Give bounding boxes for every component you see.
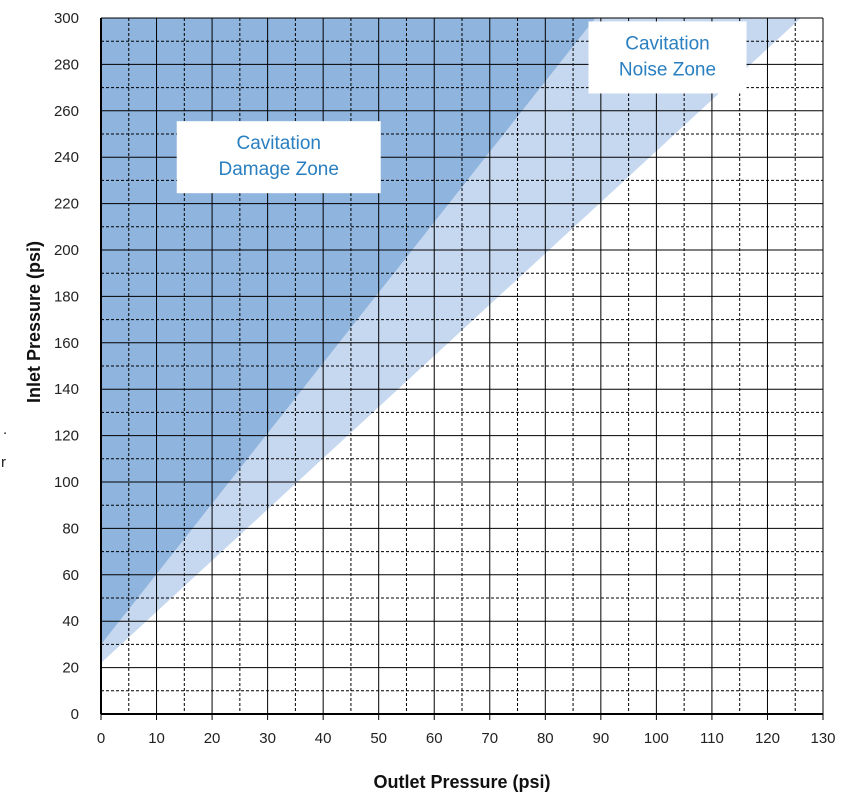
zones-layer xyxy=(101,18,801,663)
damage-zone-label-box xyxy=(176,121,381,194)
y-tick-labels: 0 20 40 60 80 100 120 140 160 180 200 220 240 260 280 3… xyxy=(54,10,79,723)
x-tick-label: 90 xyxy=(593,730,610,747)
x-tick-label: 130 xyxy=(810,730,835,747)
y-tick-label: 180 xyxy=(54,288,79,305)
y-axis-title: Inlet Pressure (psi) xyxy=(24,241,44,403)
y-tick-label: 60 xyxy=(62,567,79,584)
noise-zone-label-box xyxy=(588,21,747,94)
x-tick-label: 100 xyxy=(644,730,669,747)
x-axis-title: Outlet Pressure (psi) xyxy=(373,772,550,792)
y-tick-label: 300 xyxy=(54,10,79,27)
damage-zone-label: Damage Zone xyxy=(219,159,339,180)
y-tick-label: 20 xyxy=(62,660,79,677)
zone-labels-layer: Cavitation Damage Zone Cavitation Noise Zon… xyxy=(176,21,747,194)
noise-zone-label: Noise Zone xyxy=(619,59,716,80)
x-tick-label: 70 xyxy=(481,730,498,747)
y-tick-label: 100 xyxy=(54,474,79,491)
margin-text-dot: . xyxy=(3,421,7,438)
x-tick-label: 60 xyxy=(426,730,443,747)
x-tick-label: 10 xyxy=(148,730,165,747)
damage-zone-label: Cavitation xyxy=(236,133,321,154)
margin-text-r: r xyxy=(1,454,6,471)
x-tick-label: 50 xyxy=(370,730,387,747)
y-tick-label: 220 xyxy=(54,196,79,213)
x-tick-labels: 0 10 20 30 40 50 60 70 80 90 100 110 120 130 xyxy=(97,730,836,747)
x-tick-label: 80 xyxy=(537,730,554,747)
y-tick-label: 40 xyxy=(62,613,79,630)
y-tick-label: 140 xyxy=(54,381,79,398)
y-tick-label: 0 xyxy=(71,706,79,723)
x-tick-label: 110 xyxy=(700,730,724,747)
y-tick-label: 160 xyxy=(54,335,79,352)
y-tick-label: 280 xyxy=(54,56,79,73)
noise-zone-label: Cavitation xyxy=(625,33,710,54)
x-tick-label: 20 xyxy=(204,730,221,747)
x-tick-label: 40 xyxy=(315,730,332,747)
x-tick-label: 120 xyxy=(755,730,780,747)
y-tick-label: 120 xyxy=(54,428,79,445)
y-tick-label: 240 xyxy=(54,149,79,166)
damage-zone-area xyxy=(101,18,596,645)
y-tick-label: 200 xyxy=(54,242,79,259)
y-tick-label: 260 xyxy=(54,103,79,120)
y-tick-label: 80 xyxy=(62,520,79,537)
x-tick-label: 0 xyxy=(97,730,105,747)
x-tick-label: 30 xyxy=(259,730,276,747)
